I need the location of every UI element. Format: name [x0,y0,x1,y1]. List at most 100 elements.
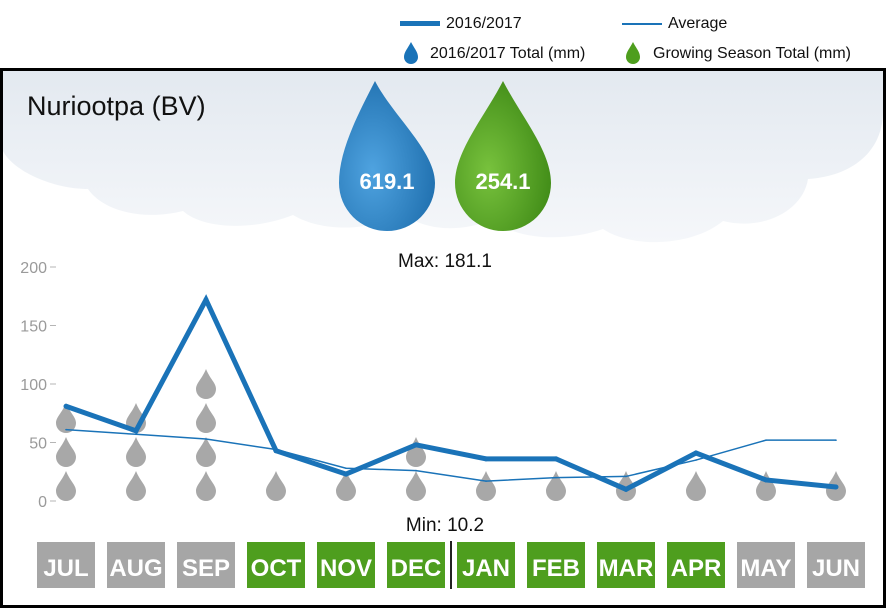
month-tab-oct[interactable]: OCT [247,542,305,588]
growing-total-value: 254.1 [475,169,530,194]
point-2016-2017 [483,456,489,462]
point-average [555,476,557,479]
month-tab-jul[interactable]: JUL [37,542,95,588]
rain-drop-icon [756,471,776,501]
rain-drop-icon [336,471,356,501]
rain-drop-icon [406,437,426,467]
rain-drop-icon [686,471,706,501]
month-tab-mar[interactable]: MAR [597,542,655,588]
y-tick-label: 150 [20,319,47,336]
point-2016-2017 [343,471,349,477]
rain-drop-icon [196,369,216,399]
series-lines [63,294,839,493]
month-tab-bg [387,542,445,588]
y-axis: 0 50 100 150 200 [20,260,56,511]
month-tab-bg [317,542,375,588]
annual-total-value: 619.1 [359,169,414,194]
rain-drop-icon [196,437,216,467]
month-tab-sep[interactable]: SEP [177,542,235,588]
month-label: APR [671,555,722,582]
point-average [415,469,417,472]
legend: 2016/2017 Average 2016/2017 Total (mm) G… [0,0,886,68]
point-2016-2017 [553,456,559,462]
legend-series-swatch [400,21,440,26]
point-2016-2017 [833,484,839,490]
month-label: MAR [599,555,654,582]
legend-total-label: 2016/2017 Total (mm) [430,45,586,62]
annual-total-drop: 619.1 [339,81,435,231]
month-label: AUG [109,555,162,582]
month-tab-jan[interactable]: JAN [457,542,515,588]
legend-growing-label: Growing Season Total (mm) [653,45,851,62]
min-label: Min: 10.2 [406,515,484,536]
month-tab-bg [37,542,95,588]
y-tick-label: 100 [20,377,47,394]
month-tab-feb[interactable]: FEB [527,542,585,588]
point-average [135,433,137,436]
legend-average-swatch [622,23,662,25]
month-label: JAN [462,555,510,582]
point-2016-2017 [133,428,139,434]
rainfall-chart: 619.1 254.1 Max: 181.1 Min: 10.2 0 50 100 1… [3,71,883,589]
point-average [275,448,277,451]
rain-drop-icon [126,437,146,467]
month-tab-bg [807,542,865,588]
point-average [625,475,627,478]
chart-panel: 619.1 254.1 Max: 181.1 Min: 10.2 0 50 100 1… [0,68,886,608]
month-label: JUN [812,555,860,582]
point-2016-2017 [413,442,419,448]
point-2016-2017 [763,477,769,483]
rain-drop-icon [476,471,496,501]
month-tab-bg [597,542,655,588]
growing-total-drop: 254.1 [455,81,551,231]
point-2016-2017 [63,403,69,409]
point-2016-2017 [203,297,209,303]
point-average [765,439,767,441]
month-label: MAY [740,555,791,582]
legend-series-label: 2016/2017 [446,15,522,32]
month-tab-bg [737,542,795,588]
month-tab-nov[interactable]: NOV [317,542,375,588]
month-label: OCT [251,555,302,582]
monthly-rain-drops [56,369,846,501]
month-tab-jun[interactable]: JUN [807,542,865,588]
legend-average-label: Average [668,15,728,32]
month-label: FEB [532,555,580,582]
legend-total-drop-icon [404,42,418,64]
month-tab-dec[interactable]: DEC [387,542,445,588]
month-tab-bg [667,542,725,588]
month-tab-bg [247,542,305,588]
month-tab-bg [527,542,585,588]
month-labels: JUL AUG SEP OCT NOV DEC JAN FEB MAR APR MAY JUN [37,541,865,589]
month-tab-aug[interactable]: AUG [107,542,165,588]
max-label: Max: 181.1 [398,251,492,272]
point-2016-2017 [623,486,629,492]
month-tab-may[interactable]: MAY [737,542,795,588]
series-line-2016-2017 [65,294,837,493]
legend-growing-drop-icon [626,42,640,64]
y-tick-label: 0 [38,494,47,511]
rain-drop-icon [56,403,76,433]
rain-drop-icon [126,471,146,501]
point-average [695,459,697,461]
rain-drop-icon [56,437,76,467]
point-average [65,428,67,431]
month-tab-apr[interactable]: APR [667,542,725,588]
rain-drop-icon [266,471,286,501]
month-label: SEP [182,555,230,582]
month-tab-bg [177,542,235,588]
rain-drop-icon [616,471,636,501]
rain-drop-icon [196,471,216,501]
rain-drop-icon [406,471,426,501]
y-tick-label: 50 [29,436,47,453]
point-average [205,438,207,440]
rain-drop-icon [196,403,216,433]
month-label: JUL [43,555,88,582]
month-tab-bg [457,542,515,588]
month-label: DEC [391,555,442,582]
series-line-average [65,428,836,482]
point-average [485,480,487,482]
point-average [345,467,347,470]
station-title: Nuriootpa (BV) [27,91,206,121]
rain-drop-icon [56,471,76,501]
